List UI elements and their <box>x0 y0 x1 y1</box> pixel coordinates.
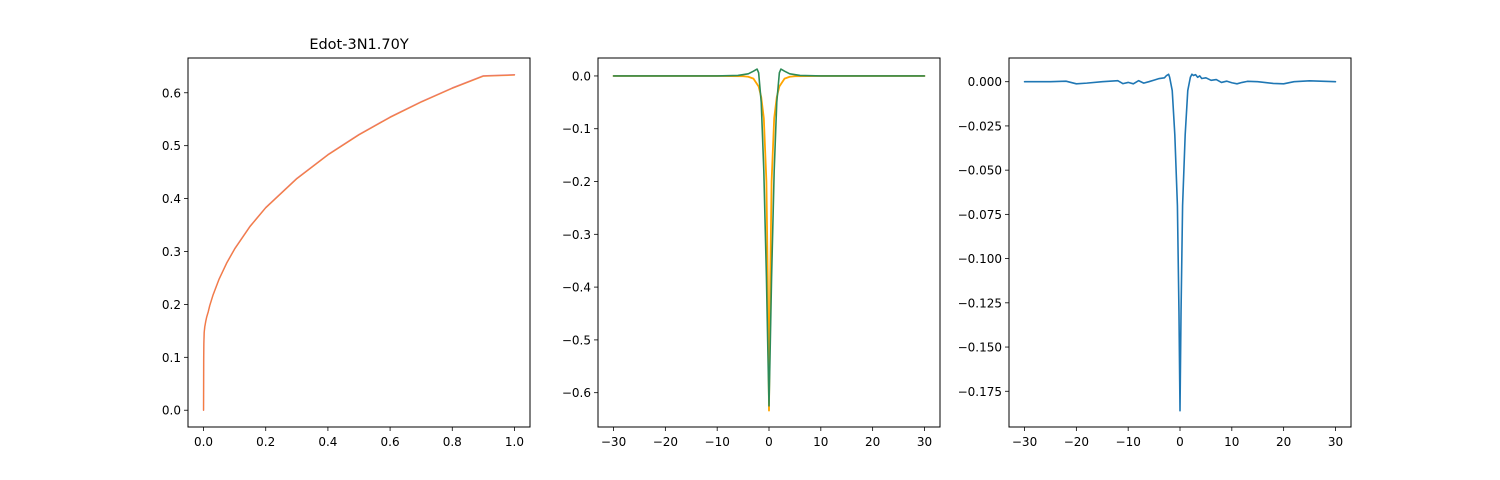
panel-1-title: Edot-3N1.70Y <box>309 37 409 53</box>
panel-3-xticks: −30 −20 −10 0 10 20 30 <box>1012 427 1343 449</box>
panel-3-xtick-label: 20 <box>1276 435 1291 449</box>
panel-2-xticks: −30 −20 −10 0 10 20 30 <box>601 427 932 449</box>
panel-2-xtick-label: 0 <box>765 435 773 449</box>
panel-1-xtick-label: 0.8 <box>443 435 462 449</box>
panel-1-yticks: 0.0 0.1 0.2 0.3 0.4 0.5 0.6 <box>162 86 188 418</box>
panel-2-ytick-label: −0.3 <box>562 228 591 242</box>
panel-1-ytick-label: 0.4 <box>162 192 181 206</box>
panel-1-ytick-label: 0.1 <box>162 351 181 365</box>
panel-1-ytick-label: 0.3 <box>162 245 181 259</box>
panel-3-xtick-label: 0 <box>1176 435 1184 449</box>
panel-1-ytick-label: 0.5 <box>162 139 181 153</box>
panel-3: −30 −20 −10 0 10 20 30 0.000 −0.025 −0.050 −0.075… <box>958 57 1352 449</box>
panel-3-xtick-label: −20 <box>1064 435 1089 449</box>
panel-1-series <box>202 74 516 411</box>
panel-1-frame <box>187 57 531 428</box>
panel-2-series-line-1 <box>612 75 926 412</box>
panel-3-ytick-label: −0.150 <box>958 341 1002 355</box>
panel-1-ytick-label: 0.0 <box>162 404 181 418</box>
panel-1-xtick-label: 1.0 <box>505 435 524 449</box>
panel-2-xtick-label: −20 <box>653 435 678 449</box>
panel-2-xtick-label: 20 <box>865 435 880 449</box>
panel-2-ytick-label: −0.5 <box>562 333 591 347</box>
panel-3-ytick-label: −0.075 <box>958 208 1002 222</box>
panel-2-ytick-label: 0.0 <box>572 69 591 83</box>
panel-2: −30 −20 −10 0 10 20 30 0.0 −0.1 −0.2 −0.3 −0.4 −0.5… <box>562 57 941 449</box>
panel-3-ytick-label: −0.025 <box>958 119 1002 133</box>
panel-3-xtick-label: 10 <box>1224 435 1239 449</box>
panel-2-ytick-label: −0.4 <box>562 281 591 295</box>
panel-3-xtick-label: −30 <box>1012 435 1037 449</box>
panel-1-xtick-label: 0.4 <box>318 435 337 449</box>
panel-3-ytick-label: −0.175 <box>958 385 1002 399</box>
panel-3-ytick-label: −0.125 <box>958 296 1002 310</box>
panel-3-series-line-1 <box>1023 73 1337 412</box>
panel-3-ytick-label: −0.050 <box>958 164 1002 178</box>
panel-1-ytick-label: 0.2 <box>162 298 181 312</box>
panel-2-ytick-label: −0.1 <box>562 122 591 136</box>
panel-3-xtick-label: −10 <box>1116 435 1141 449</box>
panel-3-ytick-label: −0.100 <box>958 252 1002 266</box>
panel-2-xtick-label: 30 <box>917 435 932 449</box>
panel-3-yticks: 0.000 −0.025 −0.050 −0.075 −0.100 −0.125 −0.15… <box>958 75 1009 399</box>
panel-1-xticks: 0.0 0.2 0.4 0.6 0.8 1.0 <box>194 427 524 449</box>
panel-3-xtick-label: 30 <box>1328 435 1343 449</box>
panel-2-series-line-2 <box>612 68 926 407</box>
panel-2-yticks: 0.0 −0.1 −0.2 −0.3 −0.4 −0.5 −0.6 <box>562 69 598 400</box>
panel-1-series-line-2 <box>203 74 515 411</box>
panel-3-series <box>1023 73 1337 412</box>
panel-2-ytick-label: −0.2 <box>562 175 591 189</box>
panel-2-xtick-label: −30 <box>601 435 626 449</box>
panel-1-xtick-label: 0.0 <box>194 435 213 449</box>
panel-1-xtick-label: 0.2 <box>256 435 275 449</box>
panel-2-series <box>612 68 926 412</box>
panel-2-xtick-label: 10 <box>813 435 828 449</box>
panel-3-ytick-label: 0.000 <box>968 75 1002 89</box>
panel-2-xtick-label: −10 <box>705 435 730 449</box>
panel-2-ytick-label: −0.6 <box>562 386 591 400</box>
panel-1-xtick-label: 0.6 <box>381 435 400 449</box>
panel-1-ytick-label: 0.6 <box>162 86 181 100</box>
panel-1: Edot-3N1.70Y 0.0 0.2 0.4 0.6 0.8 1.0 0.00.10.… <box>162 37 531 449</box>
